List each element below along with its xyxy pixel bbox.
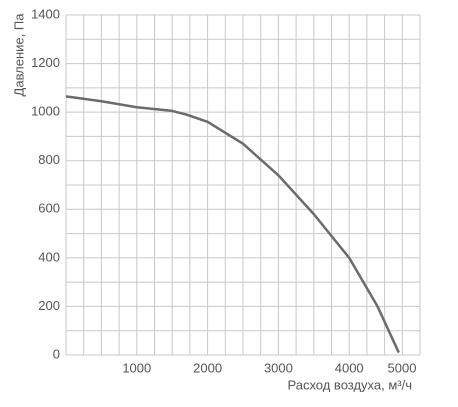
x-tick-label: 4000 (335, 360, 364, 375)
x-tick-label: 2000 (193, 360, 222, 375)
data-line (65, 95, 400, 354)
y-tick-label: 1000 (31, 104, 60, 119)
y-tick-label: 0 (53, 346, 60, 361)
y-tick-label: 400 (38, 249, 60, 264)
y-tick-label: 1400 (31, 6, 60, 21)
y-tick-label: 200 (38, 298, 60, 313)
y-tick-label: 600 (38, 201, 60, 216)
x-tick-label: 3000 (264, 360, 293, 375)
x-tick-label: 1000 (122, 360, 151, 375)
x-tick-label: 5000 (388, 360, 417, 375)
x-axis-label: Расход воздуха, м³/ч (287, 377, 412, 392)
y-tick-label: 1200 (31, 55, 60, 70)
y-tick-label: 800 (38, 152, 60, 167)
y-axis-label: Давление, Па (11, 13, 26, 97)
